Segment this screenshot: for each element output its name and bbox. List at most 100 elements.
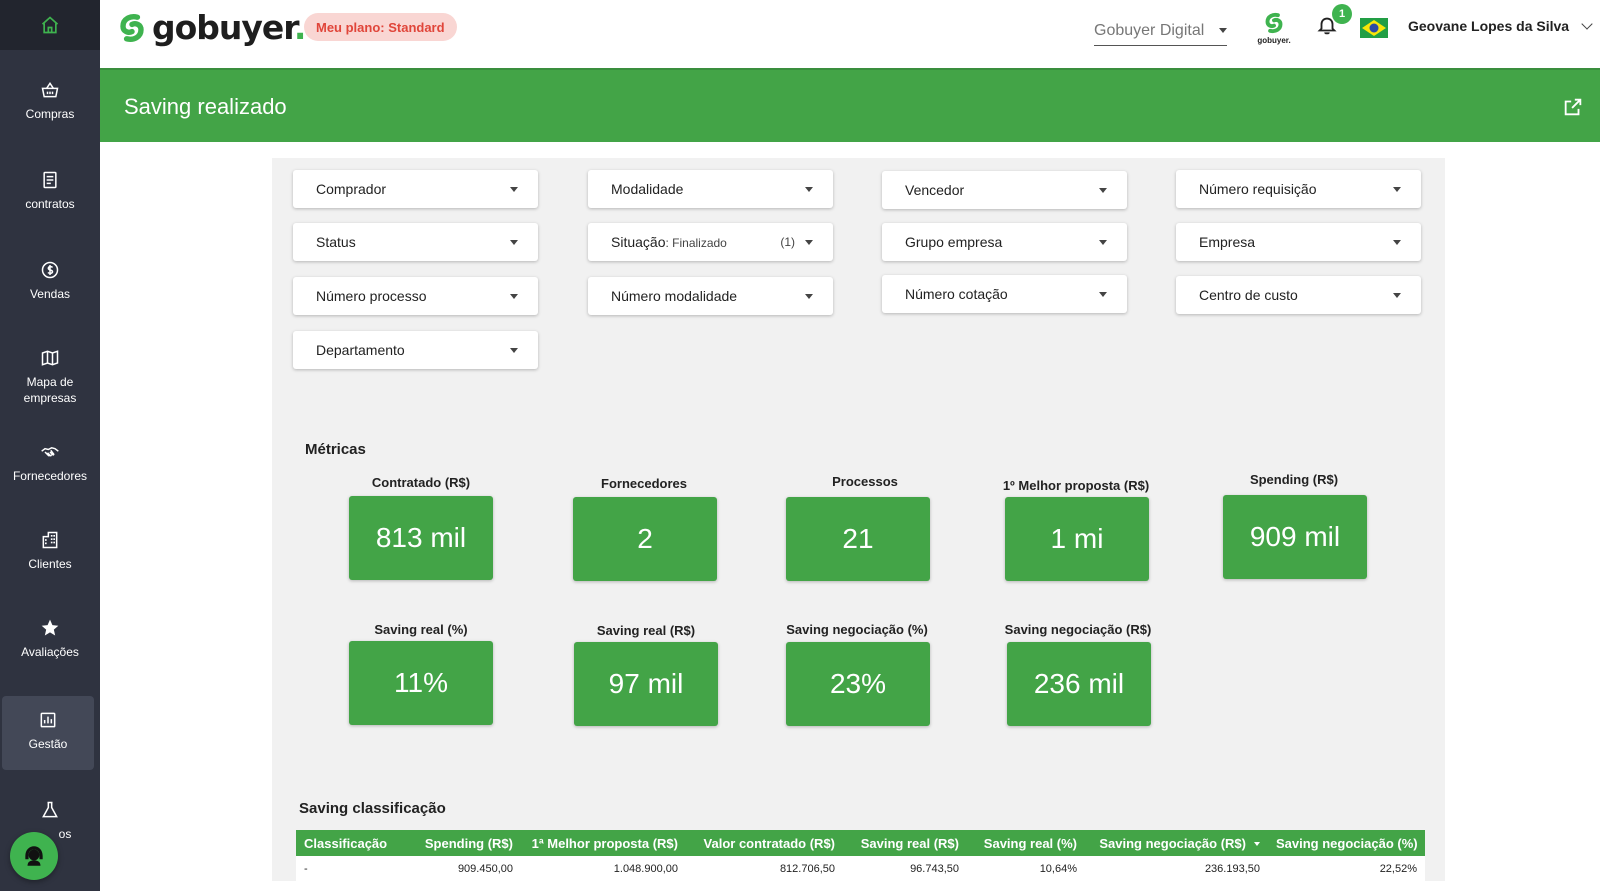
filter-label: Status [316,234,356,250]
sidebar-item-vendas[interactable]: Vendas [0,260,100,302]
gobuyer-logo[interactable]: gobuyer. [114,8,306,47]
sidebar-item-label: Clientes [28,557,72,571]
filter-departamento[interactable]: Departamento [293,331,538,369]
metric-label-spending: Spending (R$) [1249,472,1339,487]
filter-status[interactable]: Status [293,223,538,261]
sidebar-item-mapa-empresas[interactable]: Mapa de empresas [0,348,100,406]
sidebar-item-label: Mapa de empresas [23,375,77,405]
filter-numero-requisicao[interactable]: Número requisição [1176,170,1421,208]
caret-down-icon [510,347,518,353]
filter-label: Número modalidade [611,288,738,304]
caret-down-icon [1099,291,1107,297]
document-icon [43,171,57,189]
metric-label-melhor-proposta: 1º Melhor proposta (R$) [1002,478,1150,493]
column-header[interactable]: Saving real (%) [983,835,1077,851]
sidebar-item-lab[interactable]: os [0,800,100,842]
column-header[interactable]: Saving negociação (%) [1276,835,1418,851]
sidebar-item-clientes[interactable]: Clientes [0,530,100,572]
filter-vencedor[interactable]: Vencedor [882,171,1127,209]
filter-situacao[interactable]: Situação: Finalizado (1) [588,223,833,261]
filter-comprador[interactable]: Comprador [293,170,538,208]
plan-badge[interactable]: Meu plano: Standard [304,13,457,41]
open-external-icon[interactable] [1562,96,1584,118]
metric-label-contratado: Contratado (R$) [371,475,471,490]
home-button[interactable] [0,0,100,50]
notification-count-badge: 1 [1332,4,1352,24]
filter-label: Grupo empresa [905,234,1003,250]
filter-empresa[interactable]: Empresa [1176,223,1421,261]
support-chat-button[interactable] [10,832,58,880]
sidebar-item-label: Avaliações [21,645,79,659]
metric-label-fornecedores: Fornecedores [601,476,687,491]
user-menu[interactable]: Geovane Lopes da Silva [1408,18,1593,34]
logo-text: gobuyer [152,8,295,47]
dollar-icon [41,261,59,279]
metrics-title: Métricas [305,441,366,458]
sidebar: Compras contratos Vendas Mapa de empresa… [0,0,100,891]
organization-select[interactable]: Gobuyer Digital [1094,16,1227,46]
metric-label-saving-neg-rs: Saving negociação (R$) [1004,622,1152,637]
metric-value-saving-neg-pct: 23% [786,642,930,726]
metric-value-saving-real-rs: 97 mil [574,642,718,726]
filter-label: Número requisição [1199,181,1317,197]
filter-selected-value: : Finalizado [665,236,727,250]
filter-label: Departamento [316,342,405,358]
caret-down-icon [510,186,518,192]
sidebar-item-contratos[interactable]: contratos [0,170,100,212]
sidebar-item-avaliacoes[interactable]: Avaliações [0,618,100,660]
metric-value-fornecedores: 2 [573,497,717,581]
caret-down-icon [1393,292,1401,298]
filter-centro-custo[interactable]: Centro de custo [1176,276,1421,314]
handshake-icon [41,447,59,457]
table-cell: 236.193,50 [1204,863,1260,875]
filter-label: Situação [611,234,666,250]
filter-numero-modalidade[interactable]: Número modalidade [588,277,833,315]
building-icon [42,531,58,549]
column-header[interactable]: Spending (R$) [424,835,513,851]
filter-numero-cotacao[interactable]: Número cotação [882,275,1127,313]
saving-classificacao-title: Saving classificação [299,800,446,817]
filter-modalidade[interactable]: Modalidade [588,170,833,208]
caret-down-icon [1099,187,1107,193]
sidebar-item-gestao[interactable]: Gestão [2,696,94,770]
table-cell: 909.450,00 [457,863,513,875]
caret-down-icon [805,239,813,245]
user-name: Geovane Lopes da Silva [1408,18,1570,34]
metric-label-saving-real-pct: Saving real (%) [374,622,468,637]
metric-value-processos: 21 [786,497,930,581]
column-header[interactable]: Classificação [304,835,388,851]
filter-grupo-empresa[interactable]: Grupo empresa [882,223,1127,261]
saving-classificacao-table: Classificação Spending (R$) 1ª Melhor pr… [296,830,1425,882]
filter-label: Número processo [316,288,427,304]
brazil-flag-icon[interactable] [1360,18,1388,38]
filter-label: Centro de custo [1199,287,1298,303]
notifications-button[interactable]: 1 [1316,4,1352,44]
map-icon [41,350,59,366]
metric-value-contratado: 813 mil [349,496,493,580]
sidebar-item-fornecedores[interactable]: Fornecedores [0,442,100,484]
sidebar-item-label: Compras [25,107,75,121]
table-cell: 10,64% [1039,863,1077,875]
column-header-sorted[interactable]: Saving negociação (R$) [1085,836,1268,851]
metric-value-spending: 909 mil [1223,495,1367,579]
filter-label: Empresa [1199,234,1256,250]
table-cell: 22,52% [1379,863,1417,875]
caret-down-icon [1099,239,1107,245]
gobuyer-mini-logo[interactable]: gobuyer. [1252,10,1296,45]
caret-down-icon [510,293,518,299]
sidebar-item-compras[interactable]: Compras [0,80,100,122]
table-cell: - [304,863,308,875]
column-header[interactable]: 1ª Melhor proposta (R$) [531,835,678,851]
filter-right: (1) [780,235,813,249]
filter-label: Modalidade [611,181,684,197]
sidebar-item-label: contratos [25,197,75,211]
filter-label: Número cotação [905,286,1008,302]
filter-numero-processo[interactable]: Número processo [293,277,538,315]
metric-label-processos: Processos [832,474,898,489]
star-icon [41,619,59,636]
table-row[interactable]: - 909.450,00 1.048.900,00 812.706,50 96.… [296,856,1425,882]
column-header-label: Saving negociação (R$) [1099,835,1246,851]
column-header[interactable]: Saving real (R$) [860,835,959,851]
column-header[interactable]: Valor contratado (R$) [703,835,835,851]
headset-icon [25,846,43,866]
